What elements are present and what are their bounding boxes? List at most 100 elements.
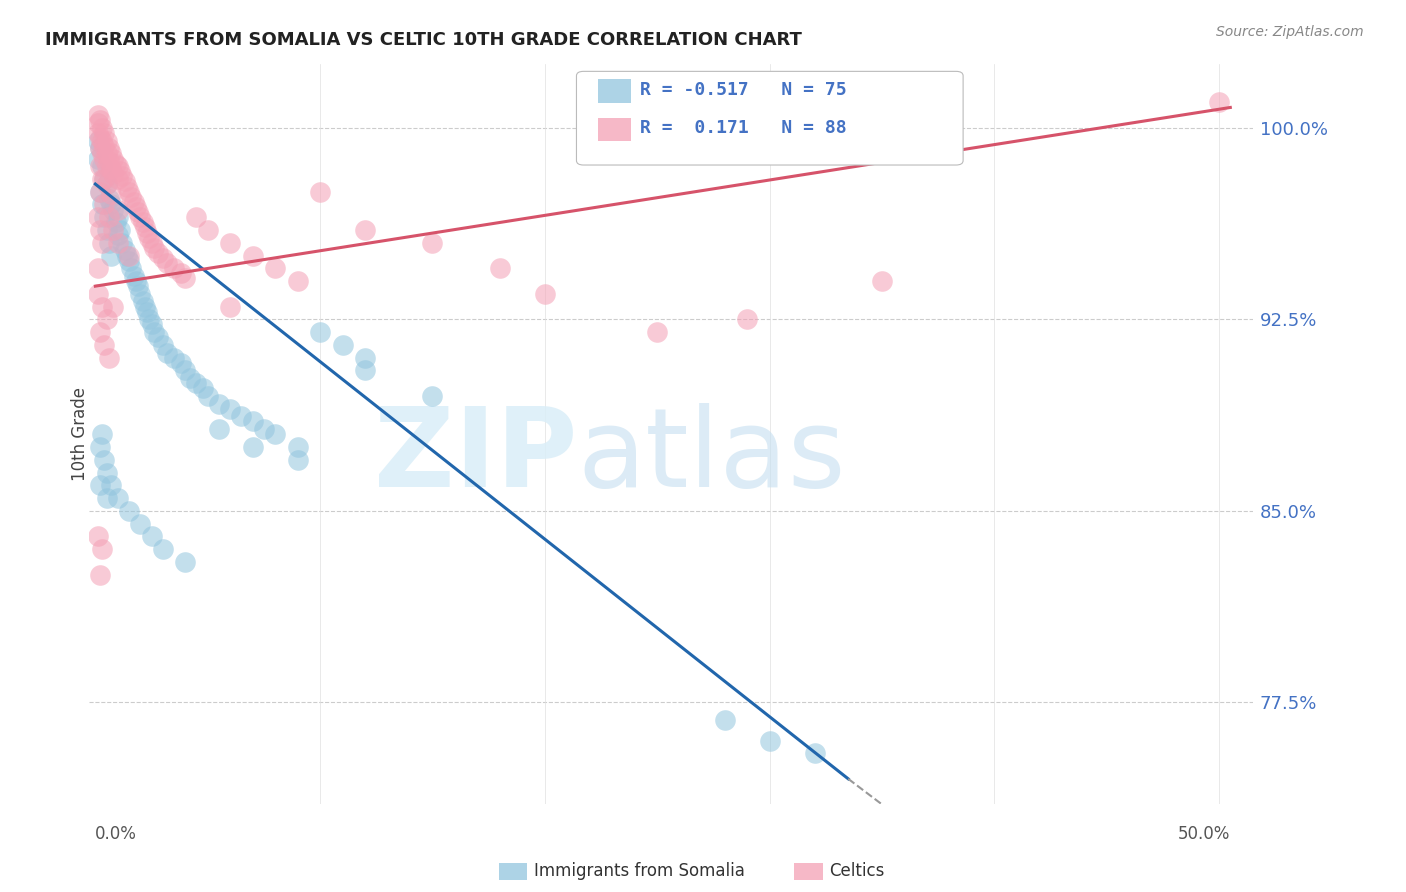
Point — [93, 138, 115, 153]
Text: Immigrants from Somalia: Immigrants from Somalia — [534, 863, 745, 880]
Point — [96, 177, 118, 191]
Point — [152, 338, 174, 352]
Point — [242, 440, 264, 454]
Point — [103, 167, 125, 181]
Point — [141, 235, 163, 250]
Point — [170, 356, 193, 370]
Point — [97, 154, 120, 169]
Point — [89, 440, 111, 454]
Point — [107, 172, 129, 186]
Point — [170, 266, 193, 280]
Point — [89, 185, 111, 199]
Point — [89, 141, 111, 155]
Point — [107, 491, 129, 505]
Point — [193, 381, 215, 395]
Point — [97, 235, 120, 250]
Point — [108, 164, 131, 178]
Point — [100, 478, 122, 492]
Point — [131, 294, 153, 309]
Point — [96, 159, 118, 173]
Point — [152, 251, 174, 265]
Text: 50.0%: 50.0% — [1178, 825, 1230, 843]
Point — [803, 747, 825, 761]
Point — [174, 363, 197, 377]
Point — [96, 223, 118, 237]
Point — [108, 223, 131, 237]
Text: R = -0.517   N = 75: R = -0.517 N = 75 — [640, 81, 846, 99]
Point — [141, 318, 163, 332]
Point — [242, 414, 264, 428]
Point — [100, 146, 122, 161]
Point — [91, 427, 114, 442]
Point — [174, 271, 197, 285]
Point — [86, 529, 108, 543]
Point — [134, 300, 156, 314]
Point — [148, 330, 170, 344]
Point — [91, 146, 114, 161]
Point — [103, 223, 125, 237]
Point — [156, 345, 179, 359]
Point — [89, 131, 111, 145]
Point — [89, 141, 111, 155]
Point — [118, 253, 141, 268]
Point — [131, 215, 153, 229]
Point — [104, 156, 127, 170]
Point — [197, 223, 219, 237]
Point — [118, 504, 141, 518]
Point — [422, 389, 444, 403]
Point — [91, 542, 114, 557]
Point — [86, 108, 108, 122]
Point — [96, 134, 118, 148]
Point — [93, 338, 115, 352]
Point — [758, 733, 780, 747]
Point — [186, 376, 208, 391]
Point — [89, 159, 111, 173]
Point — [107, 202, 129, 217]
Text: Source: ZipAtlas.com: Source: ZipAtlas.com — [1216, 25, 1364, 39]
Point — [129, 516, 152, 531]
Point — [93, 452, 115, 467]
Point — [253, 422, 276, 436]
Point — [111, 169, 134, 184]
Point — [86, 211, 108, 225]
Point — [354, 351, 377, 365]
Point — [122, 268, 145, 283]
Point — [533, 286, 555, 301]
Point — [97, 211, 120, 225]
Point — [287, 274, 309, 288]
Point — [120, 261, 142, 276]
Point — [129, 286, 152, 301]
Point — [242, 248, 264, 262]
Point — [122, 194, 145, 209]
Point — [118, 248, 141, 262]
Point — [114, 174, 136, 188]
Point — [86, 116, 108, 130]
Point — [231, 409, 253, 424]
Point — [96, 466, 118, 480]
Point — [120, 190, 142, 204]
Point — [89, 113, 111, 128]
Point — [125, 200, 148, 214]
Point — [186, 211, 208, 225]
Point — [86, 126, 108, 140]
Point — [93, 126, 115, 140]
Point — [97, 351, 120, 365]
Point — [107, 211, 129, 225]
Point — [489, 261, 512, 276]
Point — [93, 211, 115, 225]
Point — [148, 246, 170, 260]
Text: Celtics: Celtics — [830, 863, 884, 880]
Point — [93, 152, 115, 166]
Point — [100, 187, 122, 202]
Point — [86, 134, 108, 148]
Point — [125, 274, 148, 288]
Point — [89, 185, 111, 199]
Point — [1208, 95, 1230, 110]
Point — [100, 197, 122, 211]
Point — [422, 235, 444, 250]
Point — [870, 274, 893, 288]
Point — [91, 300, 114, 314]
Point — [115, 248, 138, 262]
Point — [114, 244, 136, 258]
Point — [332, 338, 354, 352]
